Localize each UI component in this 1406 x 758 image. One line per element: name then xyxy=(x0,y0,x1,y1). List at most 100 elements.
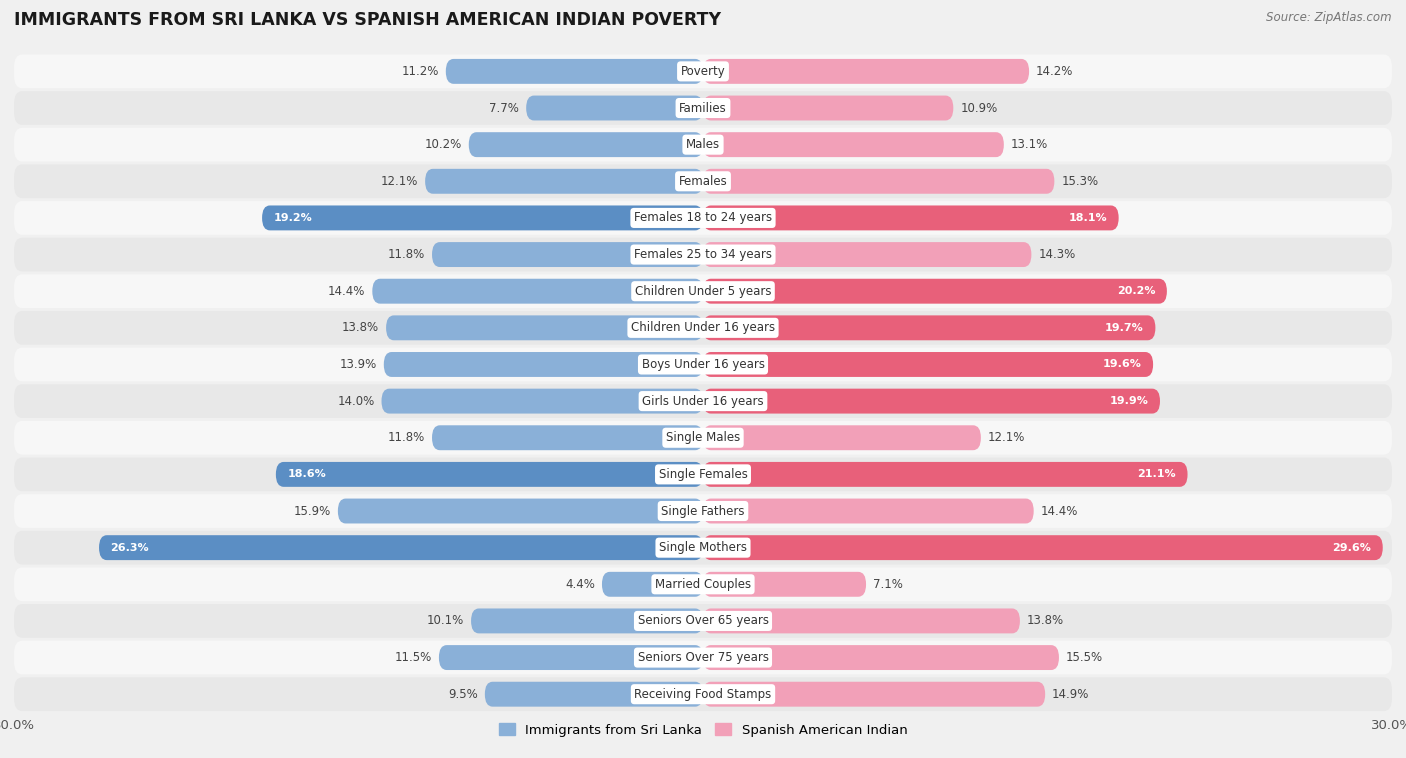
Text: Boys Under 16 years: Boys Under 16 years xyxy=(641,358,765,371)
Text: 13.1%: 13.1% xyxy=(1011,138,1047,151)
Text: 19.2%: 19.2% xyxy=(274,213,312,223)
Text: 4.4%: 4.4% xyxy=(565,578,595,590)
Text: 7.1%: 7.1% xyxy=(873,578,903,590)
FancyBboxPatch shape xyxy=(446,59,703,84)
FancyBboxPatch shape xyxy=(14,164,1392,198)
Text: 13.8%: 13.8% xyxy=(1026,615,1064,628)
FancyBboxPatch shape xyxy=(602,572,703,597)
FancyBboxPatch shape xyxy=(14,128,1392,161)
FancyBboxPatch shape xyxy=(703,96,953,121)
Text: Married Couples: Married Couples xyxy=(655,578,751,590)
FancyBboxPatch shape xyxy=(14,568,1392,601)
Text: 10.2%: 10.2% xyxy=(425,138,461,151)
Text: 20.2%: 20.2% xyxy=(1116,287,1156,296)
Text: 18.1%: 18.1% xyxy=(1069,213,1107,223)
FancyBboxPatch shape xyxy=(14,421,1392,455)
Text: Receiving Food Stamps: Receiving Food Stamps xyxy=(634,688,772,700)
Text: 13.8%: 13.8% xyxy=(342,321,380,334)
FancyBboxPatch shape xyxy=(703,242,1032,267)
Text: 18.6%: 18.6% xyxy=(287,469,326,479)
Text: Seniors Over 75 years: Seniors Over 75 years xyxy=(637,651,769,664)
FancyBboxPatch shape xyxy=(373,279,703,304)
FancyBboxPatch shape xyxy=(381,389,703,414)
FancyBboxPatch shape xyxy=(14,311,1392,345)
FancyBboxPatch shape xyxy=(262,205,703,230)
FancyBboxPatch shape xyxy=(703,132,1004,157)
Legend: Immigrants from Sri Lanka, Spanish American Indian: Immigrants from Sri Lanka, Spanish Ameri… xyxy=(494,719,912,742)
Text: 19.7%: 19.7% xyxy=(1105,323,1144,333)
FancyBboxPatch shape xyxy=(703,462,1188,487)
Text: Seniors Over 65 years: Seniors Over 65 years xyxy=(637,615,769,628)
Text: Source: ZipAtlas.com: Source: ZipAtlas.com xyxy=(1267,11,1392,24)
FancyBboxPatch shape xyxy=(14,238,1392,271)
Text: Poverty: Poverty xyxy=(681,65,725,78)
Text: 15.5%: 15.5% xyxy=(1066,651,1102,664)
FancyBboxPatch shape xyxy=(425,169,703,194)
FancyBboxPatch shape xyxy=(432,242,703,267)
FancyBboxPatch shape xyxy=(14,678,1392,711)
Text: 12.1%: 12.1% xyxy=(988,431,1025,444)
Text: 21.1%: 21.1% xyxy=(1137,469,1175,479)
FancyBboxPatch shape xyxy=(14,274,1392,308)
FancyBboxPatch shape xyxy=(468,132,703,157)
Text: Families: Families xyxy=(679,102,727,114)
FancyBboxPatch shape xyxy=(703,205,1119,230)
Text: 9.5%: 9.5% xyxy=(449,688,478,700)
Text: 11.5%: 11.5% xyxy=(395,651,432,664)
FancyBboxPatch shape xyxy=(439,645,703,670)
Text: Children Under 16 years: Children Under 16 years xyxy=(631,321,775,334)
FancyBboxPatch shape xyxy=(276,462,703,487)
FancyBboxPatch shape xyxy=(98,535,703,560)
Text: Females 18 to 24 years: Females 18 to 24 years xyxy=(634,211,772,224)
FancyBboxPatch shape xyxy=(526,96,703,121)
Text: Single Fathers: Single Fathers xyxy=(661,505,745,518)
FancyBboxPatch shape xyxy=(337,499,703,524)
Text: 10.9%: 10.9% xyxy=(960,102,997,114)
Text: 19.6%: 19.6% xyxy=(1102,359,1142,369)
Text: 14.3%: 14.3% xyxy=(1038,248,1076,261)
Text: 13.9%: 13.9% xyxy=(340,358,377,371)
Text: Single Mothers: Single Mothers xyxy=(659,541,747,554)
Text: 14.4%: 14.4% xyxy=(1040,505,1078,518)
Text: 12.1%: 12.1% xyxy=(381,175,418,188)
FancyBboxPatch shape xyxy=(703,389,1160,414)
FancyBboxPatch shape xyxy=(703,169,1054,194)
Text: 7.7%: 7.7% xyxy=(489,102,519,114)
Text: Single Males: Single Males xyxy=(666,431,740,444)
FancyBboxPatch shape xyxy=(703,279,1167,304)
FancyBboxPatch shape xyxy=(485,681,703,706)
FancyBboxPatch shape xyxy=(384,352,703,377)
FancyBboxPatch shape xyxy=(471,609,703,634)
Text: 14.9%: 14.9% xyxy=(1052,688,1090,700)
Text: IMMIGRANTS FROM SRI LANKA VS SPANISH AMERICAN INDIAN POVERTY: IMMIGRANTS FROM SRI LANKA VS SPANISH AME… xyxy=(14,11,721,30)
FancyBboxPatch shape xyxy=(14,201,1392,235)
FancyBboxPatch shape xyxy=(14,91,1392,125)
FancyBboxPatch shape xyxy=(14,348,1392,381)
Text: Females: Females xyxy=(679,175,727,188)
Text: Single Females: Single Females xyxy=(658,468,748,481)
Text: 15.3%: 15.3% xyxy=(1062,175,1098,188)
Text: 26.3%: 26.3% xyxy=(111,543,149,553)
FancyBboxPatch shape xyxy=(703,681,1045,706)
FancyBboxPatch shape xyxy=(14,55,1392,88)
Text: 19.9%: 19.9% xyxy=(1109,396,1149,406)
Text: Children Under 5 years: Children Under 5 years xyxy=(634,285,772,298)
Text: 29.6%: 29.6% xyxy=(1333,543,1371,553)
Text: 10.1%: 10.1% xyxy=(427,615,464,628)
FancyBboxPatch shape xyxy=(703,425,981,450)
Text: Females 25 to 34 years: Females 25 to 34 years xyxy=(634,248,772,261)
FancyBboxPatch shape xyxy=(703,315,1156,340)
Text: 11.2%: 11.2% xyxy=(402,65,439,78)
Text: 11.8%: 11.8% xyxy=(388,248,425,261)
Text: 11.8%: 11.8% xyxy=(388,431,425,444)
FancyBboxPatch shape xyxy=(14,384,1392,418)
FancyBboxPatch shape xyxy=(703,572,866,597)
FancyBboxPatch shape xyxy=(387,315,703,340)
Text: 14.4%: 14.4% xyxy=(328,285,366,298)
FancyBboxPatch shape xyxy=(703,59,1029,84)
FancyBboxPatch shape xyxy=(703,352,1153,377)
Text: Males: Males xyxy=(686,138,720,151)
FancyBboxPatch shape xyxy=(703,609,1019,634)
FancyBboxPatch shape xyxy=(703,535,1382,560)
FancyBboxPatch shape xyxy=(14,604,1392,637)
